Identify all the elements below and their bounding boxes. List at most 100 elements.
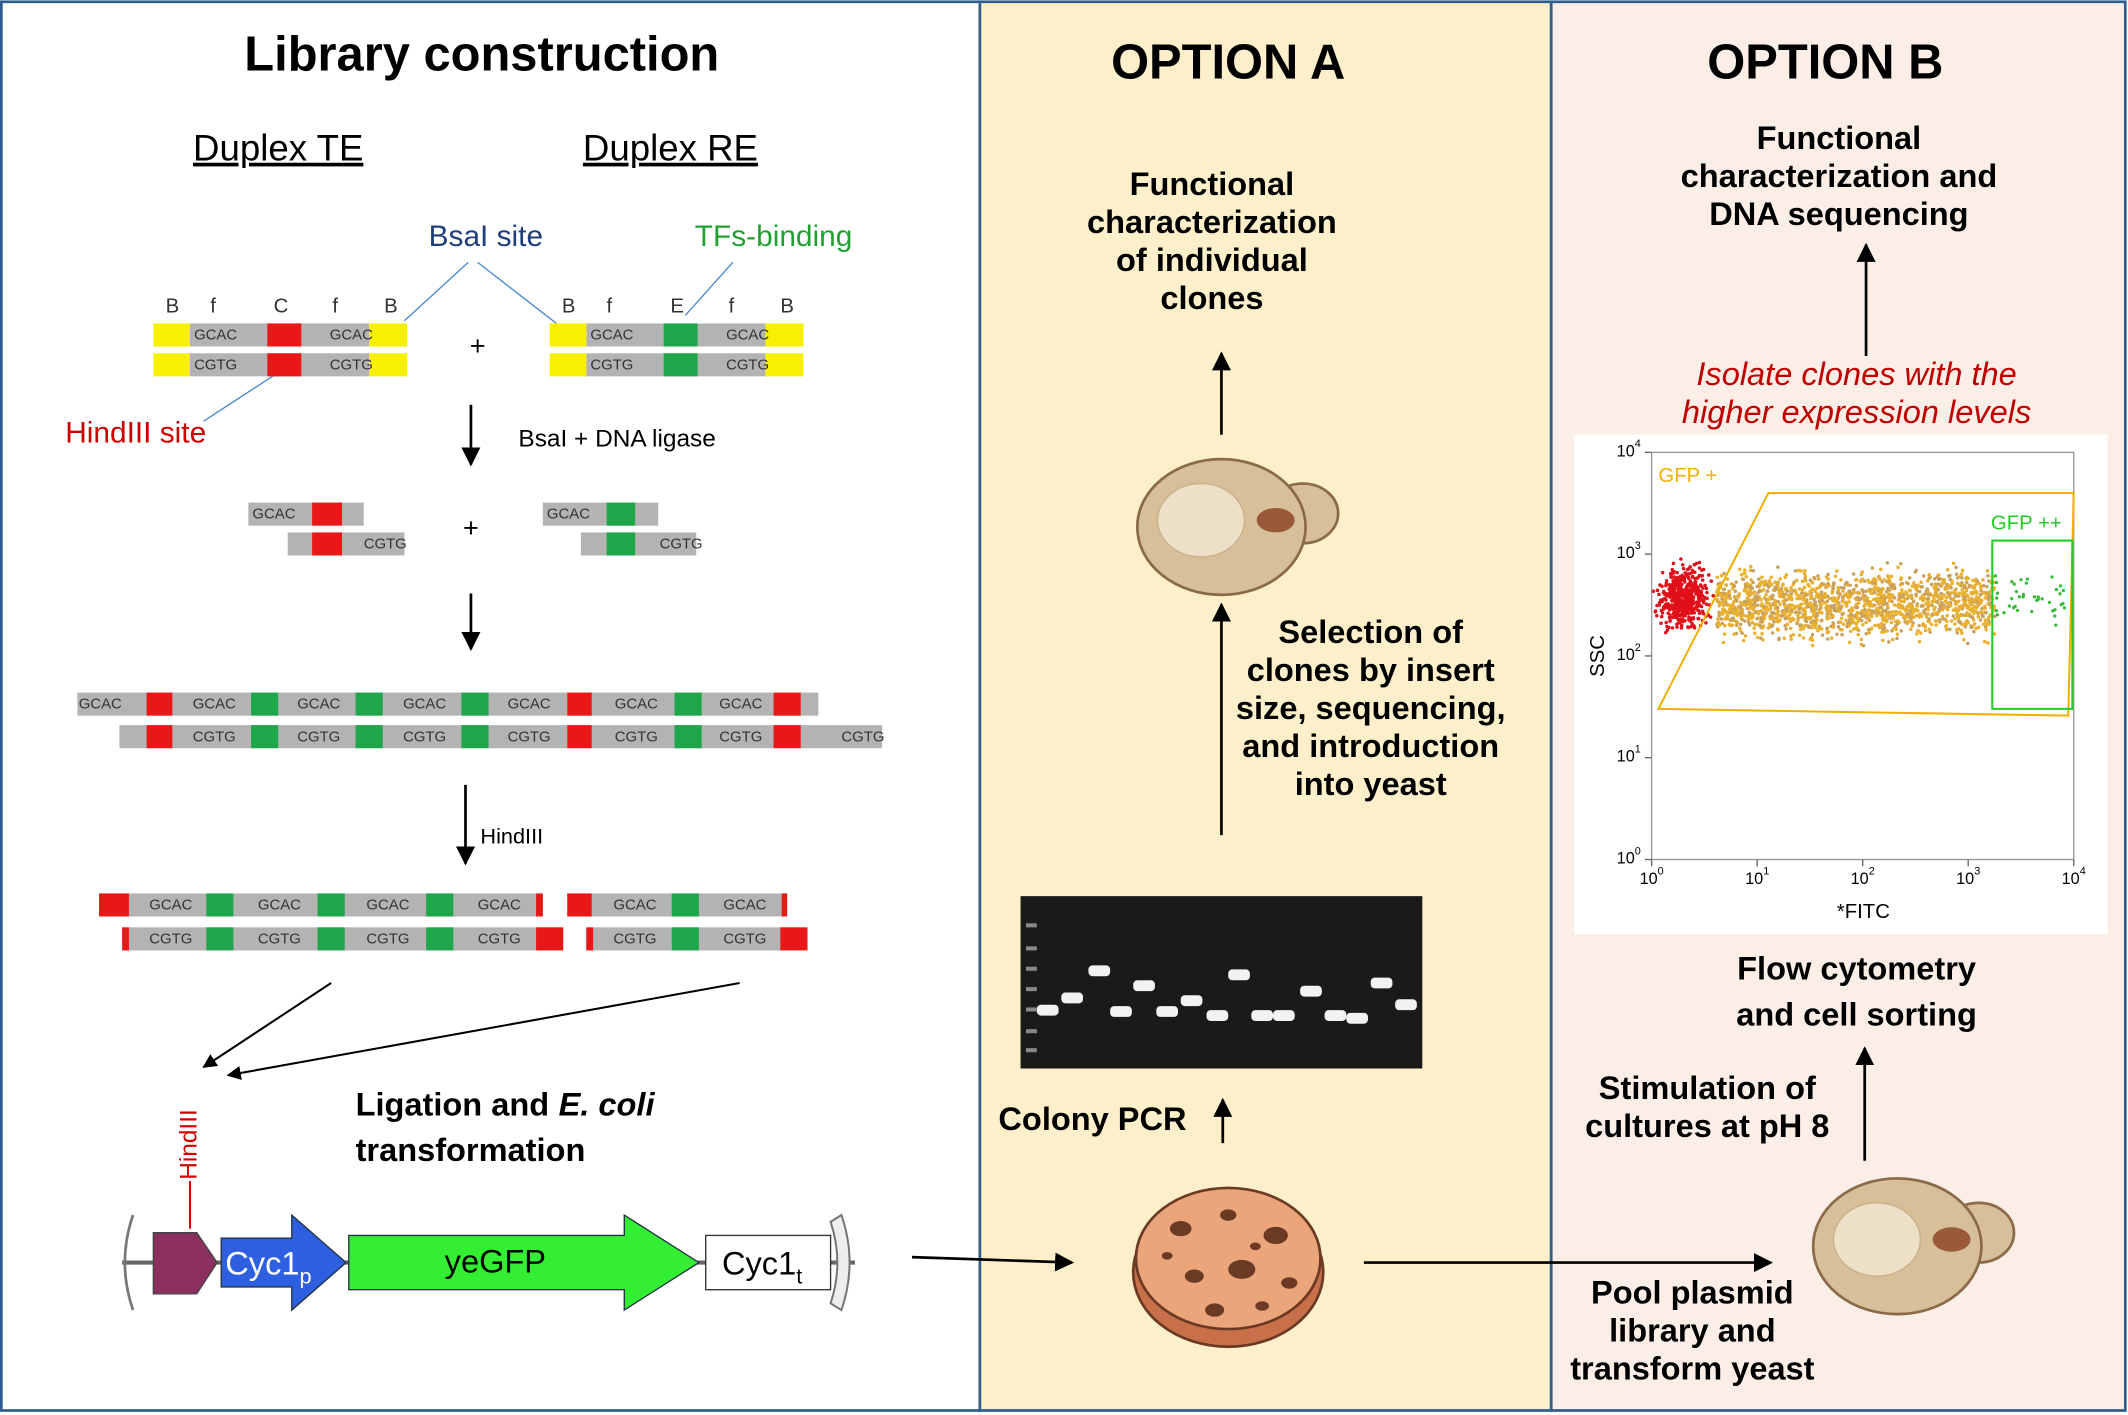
event-dot bbox=[1907, 602, 1911, 606]
event-dot bbox=[1758, 624, 1762, 628]
event-dot bbox=[1854, 578, 1859, 582]
event-dot bbox=[1937, 582, 1941, 586]
event-dot bbox=[1917, 613, 1921, 618]
event-dot bbox=[1929, 582, 1934, 587]
gate-label: GFP ++ bbox=[1991, 513, 2062, 535]
event-dot bbox=[1772, 620, 1776, 624]
event-dot bbox=[1666, 602, 1670, 606]
site-letter: B bbox=[384, 296, 398, 318]
event-dot bbox=[1800, 591, 1804, 595]
event-dot bbox=[1694, 561, 1699, 566]
event-dot bbox=[1681, 600, 1686, 604]
event-dot bbox=[1960, 576, 1964, 580]
event-dot bbox=[1764, 611, 1769, 615]
text-part: 10 bbox=[1851, 870, 1869, 888]
event-dot bbox=[1889, 620, 1894, 625]
event-dot bbox=[1926, 589, 1930, 594]
event-dot bbox=[1857, 591, 1862, 596]
event-dot bbox=[1983, 596, 1987, 600]
dna-label: GCAC bbox=[613, 897, 656, 914]
event-dot bbox=[1845, 581, 1849, 585]
event-dot bbox=[1831, 582, 1836, 587]
terminator-box bbox=[705, 1234, 832, 1291]
event-dot bbox=[1904, 590, 1908, 594]
event-dot bbox=[1789, 609, 1794, 613]
event-dot bbox=[1752, 626, 1756, 630]
event-dot bbox=[1847, 640, 1852, 645]
event-dot bbox=[1704, 621, 1708, 625]
step-label: characterization bbox=[1087, 204, 1337, 240]
y-tick-label: 102 bbox=[1617, 642, 1641, 665]
event-dot bbox=[1795, 578, 1799, 583]
duplex-label: Duplex RE bbox=[583, 128, 758, 169]
event-dot bbox=[1956, 608, 1961, 613]
event-dot bbox=[1798, 610, 1802, 615]
dna-label: CGTG bbox=[615, 728, 658, 745]
event-dot bbox=[1890, 637, 1895, 642]
event-dot bbox=[1966, 620, 1970, 625]
event-dot bbox=[1696, 575, 1701, 579]
yeast-nucleus bbox=[1156, 482, 1246, 558]
event-dot bbox=[1680, 563, 1685, 567]
event-dot bbox=[1768, 616, 1772, 621]
event-dot bbox=[1899, 599, 1903, 604]
event-dot bbox=[1931, 599, 1935, 604]
event-dot bbox=[1738, 600, 1743, 605]
event-dot bbox=[1716, 620, 1721, 625]
event-dot bbox=[1719, 617, 1724, 621]
event-dot bbox=[1824, 575, 1829, 579]
event-dot bbox=[1770, 596, 1774, 601]
event-dot bbox=[1738, 567, 1742, 571]
event-dot bbox=[1691, 607, 1696, 611]
event-dot bbox=[1864, 589, 1868, 594]
event-dot bbox=[1707, 573, 1711, 577]
event-dot bbox=[1984, 628, 1989, 632]
event-dot bbox=[1958, 620, 1962, 625]
event-dot bbox=[1847, 618, 1852, 622]
event-dot bbox=[1963, 600, 1967, 604]
event-dot bbox=[1727, 590, 1732, 595]
event-dot bbox=[1797, 596, 1802, 601]
event-dot bbox=[1926, 607, 1930, 612]
event-dot bbox=[1936, 593, 1941, 598]
event-dot bbox=[1945, 567, 1950, 572]
dna-label: CGTG bbox=[149, 931, 192, 948]
event-dot bbox=[1723, 596, 1728, 601]
event-dot bbox=[1886, 574, 1890, 578]
event-dot bbox=[1835, 632, 1839, 637]
event-dot bbox=[1979, 586, 1983, 590]
event-dot bbox=[1749, 578, 1753, 582]
event-dot bbox=[1695, 600, 1699, 605]
dna-label: GCAC bbox=[297, 696, 340, 713]
event-dot bbox=[1983, 621, 1988, 626]
event-dot bbox=[1983, 625, 1988, 629]
event-dot bbox=[1760, 631, 1764, 636]
event-dot bbox=[1892, 596, 1897, 600]
event-dot bbox=[1741, 577, 1746, 581]
event-dot bbox=[2059, 603, 2063, 607]
event-dot bbox=[1954, 572, 1959, 576]
event-dot bbox=[1935, 600, 1940, 605]
event-dot bbox=[1780, 614, 1784, 618]
event-dot bbox=[1761, 587, 1766, 592]
event-dot bbox=[1752, 602, 1757, 606]
event-dot bbox=[1855, 627, 1860, 632]
event-dot bbox=[1837, 609, 1842, 613]
event-dot bbox=[1672, 597, 1676, 602]
dna-segment bbox=[206, 893, 234, 917]
event-dot bbox=[1994, 609, 1999, 613]
event-dot bbox=[1933, 582, 1937, 587]
event-dot bbox=[1660, 570, 1665, 575]
dna-segment bbox=[146, 692, 173, 716]
text-part: 3 bbox=[1974, 866, 1980, 878]
event-dot bbox=[1731, 616, 1735, 620]
dna-segment bbox=[77, 692, 819, 716]
event-dot bbox=[1800, 579, 1805, 584]
event-dot bbox=[1748, 589, 1753, 594]
gel-ladder bbox=[1026, 946, 1037, 951]
event-dot bbox=[1839, 578, 1843, 582]
event-dot bbox=[1789, 588, 1793, 593]
event-dot bbox=[1717, 613, 1721, 618]
event-dot bbox=[1940, 596, 1944, 601]
dna-label: GCAC bbox=[149, 897, 192, 914]
